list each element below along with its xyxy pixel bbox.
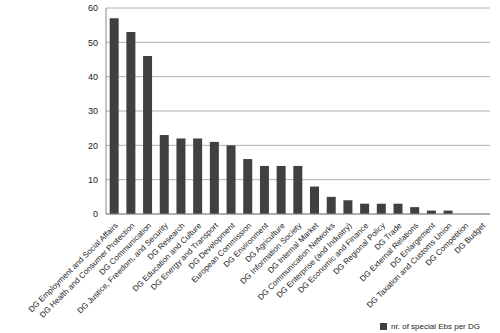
svg-text:20: 20 bbox=[88, 141, 98, 151]
svg-text:50: 50 bbox=[88, 38, 98, 48]
svg-text:30: 30 bbox=[88, 106, 98, 116]
svg-text:DG Agriculture: DG Agriculture bbox=[243, 221, 287, 265]
svg-text:DG Taxation and Customs Union: DG Taxation and Customs Union bbox=[365, 221, 454, 310]
svg-text:DG Enterprise (and Industry): DG Enterprise (and Industry) bbox=[274, 221, 354, 300]
svg-text:DG Education and Culture: DG Education and Culture bbox=[130, 221, 204, 294]
svg-text:DG Regional Policy: DG Regional Policy bbox=[331, 221, 387, 277]
svg-text:DG Budget: DG Budget bbox=[453, 221, 488, 256]
svg-text:DG Research: DG Research bbox=[145, 221, 187, 262]
svg-text:DG Communication Networks: DG Communication Networks bbox=[255, 221, 337, 302]
svg-text:40: 40 bbox=[88, 72, 98, 82]
svg-text:DG Internal Market: DG Internal Market bbox=[266, 221, 321, 276]
svg-text:60: 60 bbox=[88, 3, 98, 13]
svg-text:DG Information Society: DG Information Society bbox=[238, 221, 304, 286]
svg-text:DG Justice, Freedom, and Secur: DG Justice, Freedom, and Security bbox=[75, 221, 170, 316]
svg-text:DG Development: DG Development bbox=[186, 221, 237, 271]
svg-text:DG Energy and Transport: DG Energy and Transport bbox=[149, 221, 220, 292]
svg-text:DG Environment: DG Environment bbox=[221, 221, 270, 270]
html-text:nr. of special Ebs per DG: nr. of special Ebs per DG bbox=[391, 322, 480, 331]
svg-text:DG External Relations: DG External Relations bbox=[358, 221, 421, 284]
svg-text:DG Communication: DG Communication bbox=[97, 221, 154, 277]
svg-text:DG Employment and Social Affai: DG Employment and Social Affairs bbox=[26, 221, 120, 315]
svg-text:DG Competition: DG Competition bbox=[423, 221, 471, 268]
svg-text:DG Trade: DG Trade bbox=[372, 221, 404, 252]
svg-text:European Commission: European Commission bbox=[189, 221, 254, 285]
svg-text:10: 10 bbox=[88, 175, 98, 185]
svg-text:0: 0 bbox=[93, 209, 98, 219]
svg-text:DG Health and Consumer Protect: DG Health and Consumer Protection bbox=[38, 221, 137, 320]
svg-text:DG Economic and Finance: DG Economic and Finance bbox=[296, 221, 370, 295]
svg-text:DG Enlargement: DG Enlargement bbox=[388, 221, 437, 270]
